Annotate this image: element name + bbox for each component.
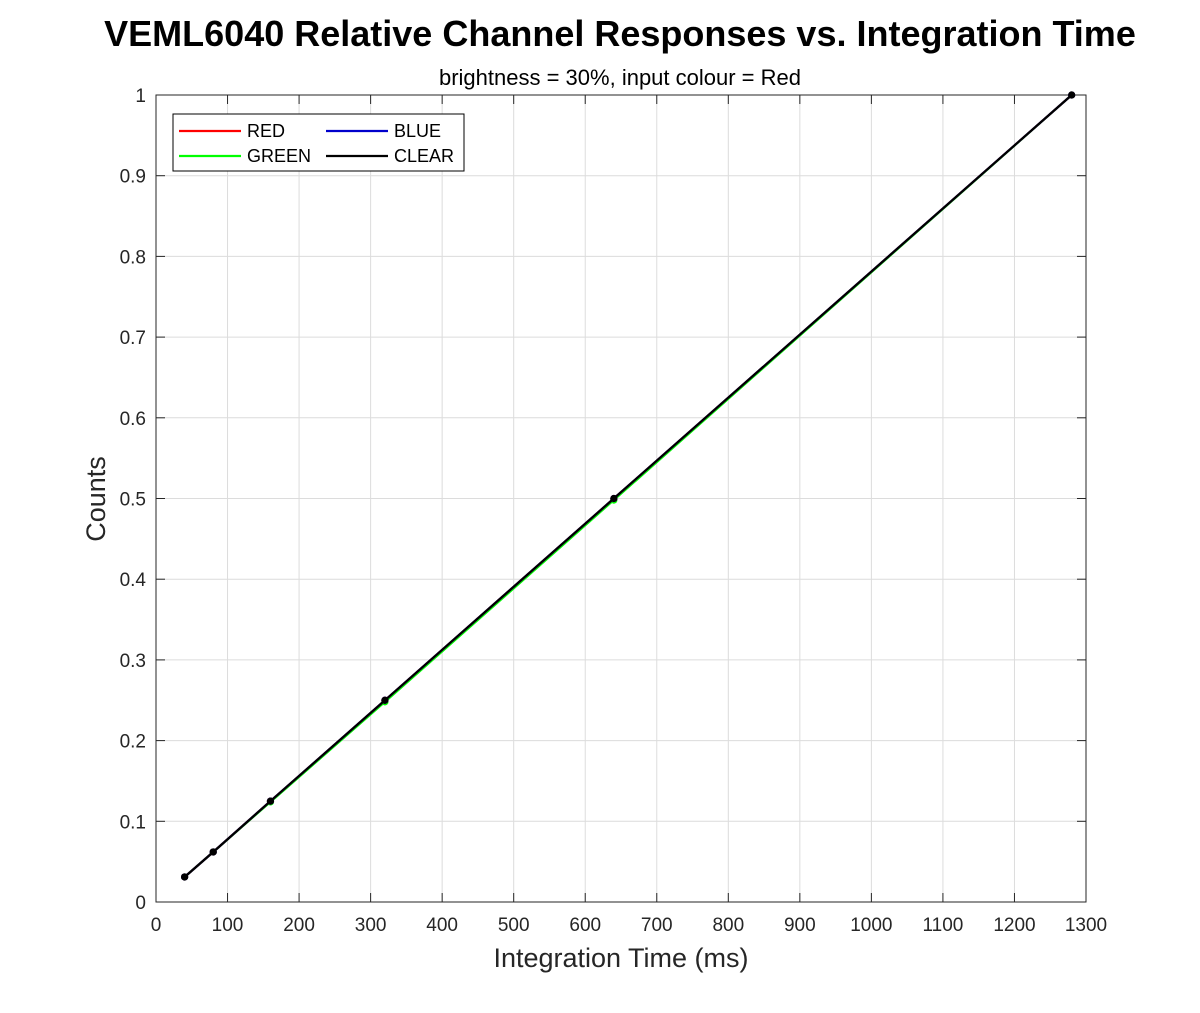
y-tick-label: 0.4 (120, 570, 147, 591)
chart-title: VEML6040 Relative Channel Responses vs. … (104, 13, 1136, 54)
y-axis-label: Counts (81, 456, 111, 542)
data-point-clear (181, 873, 189, 881)
grid (156, 95, 1086, 902)
data-point-clear (266, 797, 275, 805)
x-tick-label: 100 (212, 915, 244, 936)
y-tick-label: 0 (135, 893, 146, 914)
x-tick-label: 400 (426, 915, 458, 936)
x-tick-label: 1300 (1065, 915, 1107, 936)
y-tick-label: 0.3 (120, 651, 146, 672)
x-tick-label: 1000 (850, 915, 892, 936)
plot-series (181, 91, 1076, 881)
legend-label-green: GREEN (247, 146, 311, 166)
y-tick-label: 0.5 (120, 490, 146, 511)
x-tick-label: 600 (569, 915, 601, 936)
x-tick-label: 200 (283, 915, 315, 936)
series-line-clear (183, 94, 1073, 878)
data-point-clear (610, 494, 618, 503)
x-tick-label: 300 (355, 915, 387, 936)
x-axis-label: Integration Time (ms) (493, 943, 748, 973)
x-tick-label: 1200 (993, 915, 1035, 936)
chart-subtitle: brightness = 30%, input colour = Red (439, 65, 801, 90)
y-tick-label: 0.8 (120, 247, 146, 268)
data-point-clear (209, 848, 217, 856)
x-tick-label: 700 (641, 915, 673, 936)
legend: RED GREEN BLUE CLEAR (172, 113, 465, 172)
legend-box (172, 113, 465, 172)
y-tick-label: 1 (135, 86, 146, 107)
data-point-clear (381, 696, 389, 704)
legend-label-clear: CLEAR (394, 146, 454, 166)
y-tick-label: 0.1 (120, 812, 146, 833)
data-point-clear (1068, 91, 1076, 99)
x-tick-label: 900 (784, 915, 816, 936)
y-tick-label: 0.6 (120, 409, 146, 430)
x-tick-label: 500 (498, 915, 530, 936)
y-tick-label: 0.2 (120, 732, 146, 753)
y-tick-label: 0.7 (120, 328, 146, 349)
x-tick-label: 1100 (922, 915, 963, 936)
legend-entries: RED GREEN BLUE CLEAR (179, 121, 454, 166)
legend-label-red: RED (247, 121, 285, 141)
x-tick-label: 0 (151, 915, 162, 936)
axis-ticks: 0 100 200 300 400 500 600 700 800 900 1000 1100 1200… (120, 86, 1108, 936)
legend-label-blue: BLUE (394, 121, 441, 141)
y-tick-label: 0.9 (120, 167, 146, 188)
x-tick-label: 800 (712, 915, 744, 936)
